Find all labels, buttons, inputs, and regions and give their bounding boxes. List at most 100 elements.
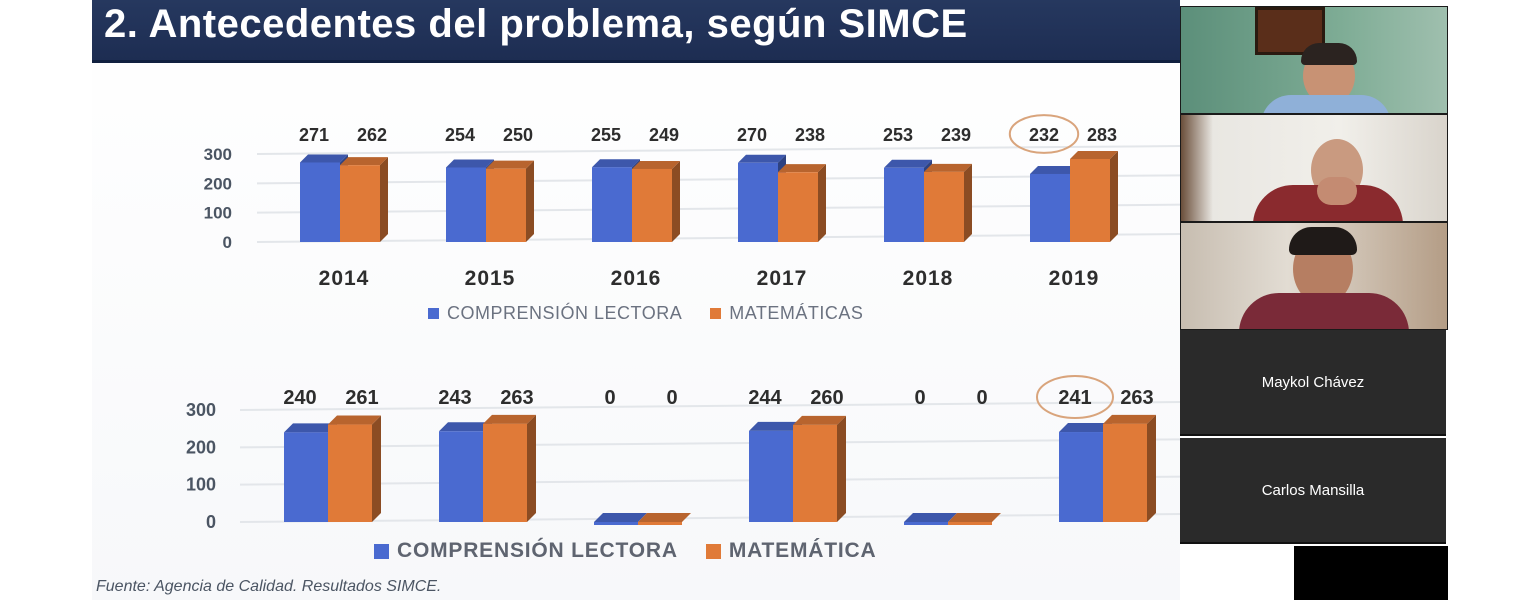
y-tick-label: 0: [223, 233, 232, 252]
x-category-label: 2019: [1049, 267, 1100, 290]
data-label: 239: [941, 125, 971, 145]
bar: [1030, 173, 1070, 242]
y-tick-label: 300: [186, 400, 216, 420]
chart-bottom-legend: COMPRENSIÓN LECTORA MATEMÁTICA: [374, 539, 876, 563]
legend-swatch-orange: [705, 543, 721, 559]
bar-side: [527, 414, 536, 522]
bar: [300, 162, 340, 242]
data-label: 232: [1029, 125, 1059, 145]
data-label: 0: [604, 387, 615, 409]
participant-video-tile[interactable]: [1180, 114, 1448, 222]
bar: [592, 167, 632, 242]
bar-top: [328, 415, 381, 425]
legend-entry-matematicas: MATEMÁTICAS: [710, 303, 863, 324]
bar: [638, 522, 682, 525]
bar-top: [594, 513, 647, 522]
bar-top: [948, 513, 1001, 522]
data-label: 241: [1058, 387, 1091, 409]
participant-name: Carlos Mansilla: [1261, 481, 1365, 499]
data-label: 0: [666, 387, 677, 409]
y-tick-label: 200: [186, 437, 216, 457]
bar-side: [672, 160, 680, 242]
bar: [284, 432, 328, 522]
data-label: 283: [1087, 125, 1117, 145]
bar: [884, 167, 924, 242]
legend-label: COMPRENSIÓN LECTORA: [397, 539, 678, 562]
data-label: 243: [438, 387, 471, 409]
bar: [1103, 423, 1147, 522]
slide-title-bar: 2. Antecedentes del problema, según SIMC…: [92, 0, 1182, 63]
participant-tile[interactable]: Carlos Mansilla: [1180, 438, 1446, 544]
bar-top: [340, 157, 388, 166]
participant-tile[interactable]: Maykol Chávez: [1180, 330, 1446, 436]
bar: [594, 522, 638, 525]
x-category-label: 2015: [465, 267, 516, 290]
data-label: 255: [591, 125, 621, 145]
bar-top: [924, 163, 972, 172]
data-label: 253: [883, 125, 913, 145]
legend-swatch-blue: [374, 543, 389, 559]
x-category-label: 2017: [757, 267, 808, 290]
participant-video-tile[interactable]: [1180, 6, 1448, 114]
data-label: 244: [748, 387, 782, 409]
legend-label: MATEMÁTICAS: [729, 303, 864, 323]
bar: [793, 424, 837, 522]
data-label: 238: [795, 125, 825, 145]
gridline: [256, 174, 1183, 185]
data-label: 261: [345, 387, 378, 409]
participant-name: Maykol Chávez: [1261, 373, 1365, 391]
legend-swatch-blue: [428, 308, 439, 319]
data-label: 250: [503, 125, 533, 145]
gridline: [256, 145, 1183, 155]
bar-top: [1070, 150, 1118, 159]
bar-top: [439, 422, 492, 432]
legend-label: MATEMÁTICA: [728, 539, 877, 562]
gridline: [256, 233, 1183, 243]
video-panel-footer: [1294, 546, 1448, 600]
data-label: 249: [649, 125, 679, 145]
data-label: 240: [283, 387, 316, 409]
chart-simce-top: 300 200 100 0 271 262 2014 254 250 2015 255 249 2016…: [204, 114, 1183, 290]
bar: [749, 430, 793, 522]
bar: [1059, 432, 1103, 522]
bar-top: [638, 513, 691, 522]
highlight-circle: [1008, 114, 1080, 154]
video-gallery-panel: Maykol Chávez Carlos Mansilla: [1180, 0, 1448, 600]
data-label: 263: [1120, 387, 1153, 409]
legend-swatch-orange: [710, 308, 722, 319]
bar-top: [738, 154, 786, 163]
highlight-circle: [1036, 375, 1114, 419]
bar-side: [1147, 414, 1156, 522]
bar: [439, 431, 483, 522]
bar-top: [592, 159, 640, 168]
bar-side: [818, 164, 826, 242]
gridline: [239, 475, 1183, 486]
gridline: [239, 513, 1183, 523]
gridline: [239, 438, 1183, 449]
slide-source-note: Fuente: Agencia de Calidad. Resultados S…: [96, 578, 442, 595]
bar-top: [1103, 414, 1156, 424]
bar: [486, 168, 526, 242]
bar: [778, 172, 818, 242]
data-label: 270: [737, 125, 767, 145]
bar: [483, 423, 527, 522]
x-category-label: 2016: [611, 267, 662, 290]
bar: [738, 162, 778, 242]
x-category-label: 2014: [319, 267, 370, 290]
bar-side: [372, 415, 381, 522]
bar-top: [778, 164, 826, 173]
bar-top: [1030, 165, 1078, 174]
bar-side: [380, 157, 388, 242]
bar-side: [526, 160, 534, 242]
y-tick-label: 0: [206, 512, 216, 532]
bar-side: [837, 415, 846, 522]
bar: [446, 167, 486, 242]
y-tick-label: 200: [204, 174, 232, 193]
bar-top: [300, 154, 348, 163]
y-tick-label: 300: [204, 145, 232, 164]
bar-top: [1059, 423, 1112, 433]
participant-video-tile[interactable]: [1180, 222, 1448, 330]
gridline: [256, 203, 1183, 214]
bar-top: [284, 423, 337, 433]
bar: [632, 168, 672, 242]
